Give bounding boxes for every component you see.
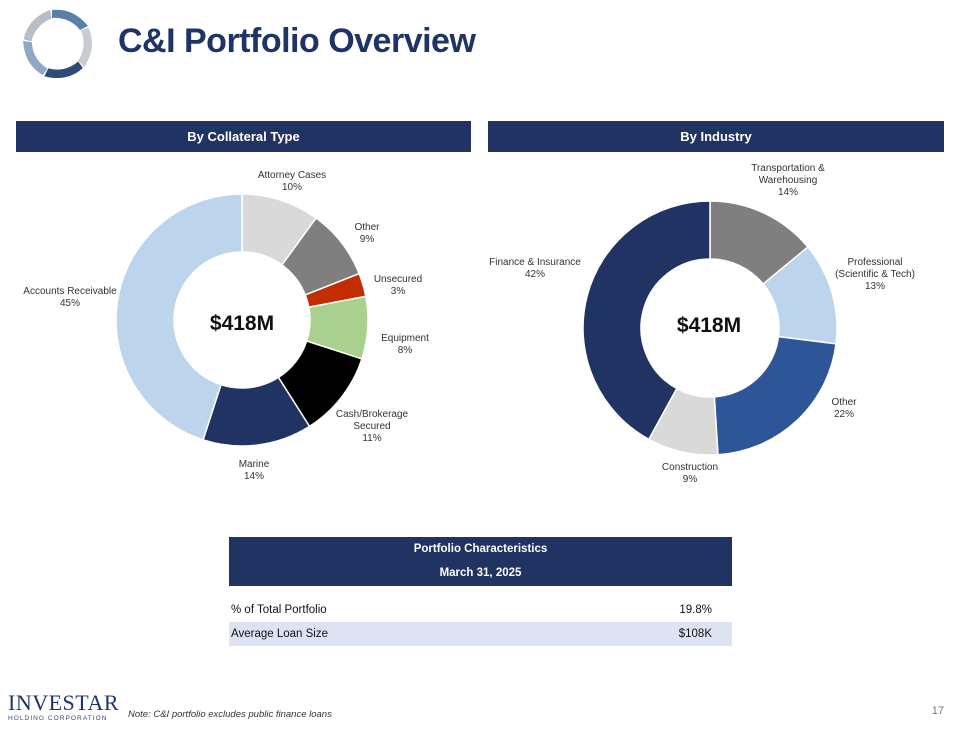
slice-label-marine: Marine 14%	[238, 459, 270, 482]
table-title: Portfolio Characteristics	[413, 543, 548, 555]
slice-label-other-collateral: Other 9%	[354, 222, 380, 245]
page-title: C&I Portfolio Overview	[118, 22, 476, 60]
investar-logo-icon	[23, 9, 93, 78]
portfolio-characteristics-table: Portfolio Characteristics March 31, 2025…	[229, 537, 732, 646]
footer-logo-main: INVESTAR	[8, 690, 120, 715]
footer-logo-sub: HOLDING CORPORATION	[8, 715, 108, 722]
row-value: $108K	[678, 628, 712, 640]
collateral-slice-accounts-receivable	[115, 193, 243, 441]
row-label: Average Loan Size	[231, 628, 328, 640]
collateral-donut-chart	[115, 193, 369, 447]
slice-label-construction: Construction 9%	[661, 462, 719, 485]
table-row: Average Loan Size $108K	[229, 622, 732, 646]
industry-section-header: By Industry	[488, 121, 944, 152]
slice-label-unsecured: Unsecured 3%	[373, 274, 423, 297]
table-date: March 31, 2025	[439, 567, 522, 579]
slice-label-other-industry: Other 22%	[831, 397, 857, 420]
collateral-center-total: $418M	[209, 312, 275, 335]
slice-label-accounts-receivable: Accounts Receivable 45%	[23, 286, 117, 309]
footnote: Note: C&I portfolio excludes public fina…	[128, 709, 332, 720]
industry-slice-other	[713, 335, 837, 456]
page-number: 17	[931, 705, 944, 717]
table-header: Portfolio Characteristics March 31, 2025	[229, 537, 732, 586]
table-row: % of Total Portfolio 19.8%	[229, 598, 732, 622]
collateral-section-header: By Collateral Type	[16, 121, 471, 152]
row-label: % of Total Portfolio	[231, 604, 327, 616]
logo-blade	[52, 9, 88, 30]
investar-footer-logo: INVESTAR HOLDING CORPORATION	[8, 692, 119, 723]
slice-label-finance-insurance: Finance & Insurance 42%	[489, 257, 581, 280]
industry-slice-finance-insurance	[582, 200, 711, 441]
row-value: 19.8%	[679, 604, 712, 616]
slice-label-equipment: Equipment 8%	[381, 333, 429, 356]
slice-label-professional: Professional (Scientific & Tech) 13%	[835, 257, 915, 292]
slice-label-transportation: Transportation & Warehousing 14%	[751, 163, 825, 198]
slice-label-cash-brokerage: Cash/Brokerage Secured 11%	[335, 409, 409, 444]
slice-label-attorney-cases: Attorney Cases 10%	[257, 170, 327, 193]
industry-center-total: $418M	[676, 314, 742, 337]
industry-donut-chart	[582, 200, 838, 456]
